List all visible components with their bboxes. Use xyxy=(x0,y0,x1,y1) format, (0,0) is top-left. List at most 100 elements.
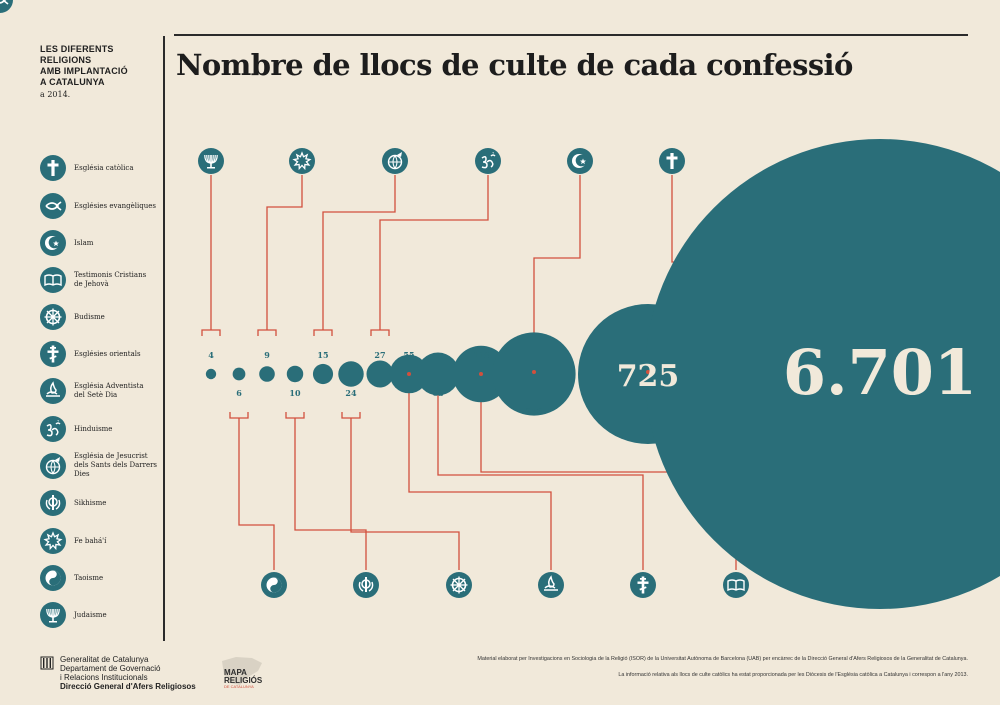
connector-line xyxy=(408,374,552,570)
orthodox-cross-icon xyxy=(40,341,66,367)
institution-line: Generalitat de Catalunya xyxy=(60,655,149,664)
legend-item: Església de Jesucrist dels Sants dels Dar… xyxy=(40,452,170,479)
sidebar-header: LES DIFERENTS RELIGIONS AMB IMPLANTACIÓ … xyxy=(40,44,165,99)
data-label: 256 xyxy=(526,406,543,416)
legend-item: Hinduisme xyxy=(40,416,170,442)
legend-label: Esglésies orientals xyxy=(74,349,141,358)
connector-end-dot xyxy=(532,370,536,374)
data-label: 10 xyxy=(289,388,301,398)
open-book-icon xyxy=(40,267,66,293)
bubble xyxy=(232,367,246,381)
ichthys-fish-icon xyxy=(40,193,66,219)
legend-item: Sikhisme xyxy=(40,490,170,516)
connector-line xyxy=(266,175,303,330)
bubble xyxy=(259,366,275,382)
legend-label: Església catòlica xyxy=(74,163,134,172)
institution-line: i Relacions Institucionals xyxy=(60,673,148,682)
legend-label: Església Adventista del Setè Dia xyxy=(74,382,144,399)
orthodox-cross-icon xyxy=(630,572,656,598)
legend-label: Islam xyxy=(74,238,94,247)
sidebar-year: a 2014. xyxy=(40,90,71,99)
baha-star-icon xyxy=(40,528,66,554)
legend-label: Hinduisme xyxy=(74,424,113,433)
yin-yang-icon xyxy=(261,572,287,598)
sidebar-title-line: LES DIFERENTS RELIGIONS xyxy=(40,44,114,65)
bubble xyxy=(416,352,460,396)
crescent-star-icon xyxy=(567,148,593,174)
legend-label: Taoisme xyxy=(74,573,104,582)
om-icon xyxy=(475,148,501,174)
khanda-icon xyxy=(40,490,66,516)
bubble xyxy=(205,368,217,380)
page-title: Nombre de llocs de culte de cada confess… xyxy=(176,48,853,82)
legend-item: Taoisme xyxy=(40,565,170,591)
sidebar-title-line: AMB IMPLANTACIÓ xyxy=(40,66,128,76)
open-book-icon xyxy=(723,572,749,598)
connector-bracket xyxy=(285,412,305,419)
data-label: 4 xyxy=(208,350,214,360)
footer-notes: Material elaborat per Investigacions en … xyxy=(408,655,968,687)
data-label: 27 xyxy=(374,350,385,360)
om-icon xyxy=(40,416,66,442)
connector-bracket xyxy=(229,412,249,419)
bubble xyxy=(366,360,394,388)
latin-cross-icon xyxy=(659,148,685,174)
bubble xyxy=(645,139,1000,609)
yin-yang-icon xyxy=(40,565,66,591)
ichthys-fish-icon xyxy=(0,0,13,13)
legend-label: Judaisme xyxy=(74,610,107,619)
logo-subtitle: DE CATALUNYA xyxy=(224,684,254,689)
latin-cross-icon xyxy=(40,155,66,181)
legend-label: Fe bahá'í xyxy=(74,536,107,545)
data-label: 24 xyxy=(345,388,357,398)
dharma-wheel-icon xyxy=(40,304,66,330)
connector-bracket xyxy=(313,329,333,336)
sidebar-title-line: A CATALUNYA xyxy=(40,77,105,87)
legend-item: Testimonis Cristians de Jehovà xyxy=(40,267,170,293)
institution-block: Generalitat de Catalunya Departament de … xyxy=(40,655,196,691)
connector-line xyxy=(379,175,489,330)
footer-note: Material elaborat per Investigacions en … xyxy=(477,656,968,662)
menorah-icon xyxy=(198,148,224,174)
data-label: 9 xyxy=(264,350,270,360)
data-label: 68 xyxy=(432,388,444,398)
institution-line: Departament de Governació xyxy=(60,664,161,673)
legend-label: Església de Jesucrist dels Sants dels Dar… xyxy=(74,452,158,478)
logo-title-line: MAPA xyxy=(224,668,247,677)
bubble xyxy=(286,365,304,383)
legend-item: Esglésies orientals xyxy=(40,341,170,367)
data-label: 6.701 xyxy=(783,336,977,409)
legend-label: Esglésies evangèliques xyxy=(74,201,156,210)
legend-item: Església Adventista del Setè Dia xyxy=(40,378,170,404)
connector-line xyxy=(350,418,460,570)
legend-label: Testimonis Cristians de Jehovà xyxy=(74,271,147,288)
footer-note: La informació relativa als llocs de cult… xyxy=(618,672,968,678)
connector-line xyxy=(437,374,644,570)
bubble xyxy=(312,363,334,385)
adventist-flame-icon xyxy=(538,572,564,598)
title-rule xyxy=(174,34,968,36)
adventist-flame-icon xyxy=(40,378,66,404)
globe-angel-icon xyxy=(40,452,66,479)
connector-bracket xyxy=(201,329,221,336)
legend-item: Judaisme xyxy=(40,602,170,628)
mapa-religios-logo: MAPA RELIGIÓS DE CATALUNYA xyxy=(218,655,266,689)
data-label: 118 xyxy=(473,350,490,360)
legend-item: Esglésies evangèliques xyxy=(40,193,170,219)
catalonia-map-icon xyxy=(222,657,262,685)
connector-line xyxy=(294,418,367,570)
connector-bracket xyxy=(341,412,361,419)
data-label: 55 xyxy=(403,350,414,360)
generalitat-seal-icon xyxy=(40,656,54,670)
sidebar-rule xyxy=(163,36,165,641)
baha-star-icon xyxy=(289,148,315,174)
legend-item: Budisme xyxy=(40,304,170,330)
khanda-icon xyxy=(353,572,379,598)
connector-line xyxy=(533,175,581,372)
globe-angel-icon xyxy=(382,148,408,174)
bubble xyxy=(338,361,364,387)
legend-label: Budisme xyxy=(74,312,105,321)
dharma-wheel-icon xyxy=(446,572,472,598)
legend-item: Islam xyxy=(40,230,170,256)
